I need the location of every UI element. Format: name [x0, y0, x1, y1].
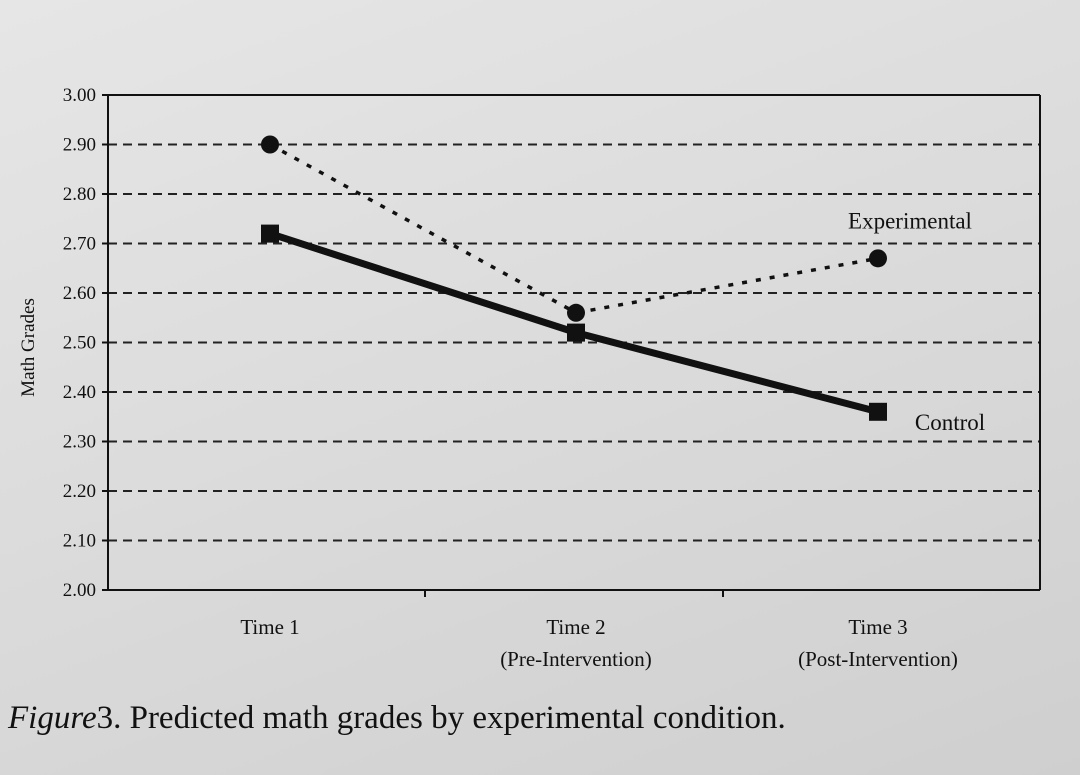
caption-figure-label: Figure [8, 700, 97, 736]
data-point-experimental [261, 135, 279, 154]
x-tick-label: Time 3 [848, 615, 907, 639]
x-tick-label: Time 2 [546, 615, 605, 639]
y-tick-label: 2.00 [63, 580, 96, 601]
data-point-control [567, 323, 585, 342]
data-point-experimental [567, 303, 585, 322]
x-tick-label: Time 1 [240, 615, 299, 639]
y-tick-label: 2.40 [63, 382, 96, 403]
y-tick-label: 2.80 [63, 184, 96, 205]
data-point-control [261, 224, 279, 243]
series-line-control [268, 230, 879, 416]
y-axis-title: Math Grades [18, 298, 39, 397]
y-tick-label: 2.20 [63, 481, 96, 502]
caption-figure-number: 3. [96, 700, 122, 736]
caption-text: Predicted math grades by experimental co… [129, 700, 786, 736]
grid-layer [108, 143, 1040, 542]
y-tick-label: 2.10 [63, 531, 96, 552]
line-chart: 3.00 2.90 2.80 2.70 2.60 2.50 2.40 2.30 2.20 2.10… [18, 85, 1041, 671]
y-tick-label: 2.50 [63, 333, 96, 354]
y-tick-label: 2.60 [63, 283, 96, 304]
series-label-experimental: Experimental [848, 208, 972, 233]
chart: 3.00 2.90 2.80 2.70 2.60 2.50 2.40 2.30 2.20 2.10… [18, 85, 1041, 671]
series-layer [261, 135, 887, 421]
label-layer: Experimental Control [848, 208, 985, 434]
axis-layer: 3.00 2.90 2.80 2.70 2.60 2.50 2.40 2.30 2.20 2.10… [18, 85, 1041, 671]
series-line-experimental [269, 142, 879, 315]
y-tick-label: 2.30 [63, 432, 96, 453]
y-tick-label: 3.00 [63, 85, 96, 106]
series-label-control: Control [915, 410, 985, 435]
x-tick-sublabel: (Pre-Intervention) [500, 647, 652, 671]
y-tick-label: 2.70 [63, 234, 96, 255]
data-point-experimental [869, 249, 887, 268]
y-tick-label: 2.90 [63, 135, 96, 156]
x-tick-sublabel: (Post-Intervention) [798, 647, 958, 671]
data-point-control [869, 402, 887, 421]
figure-caption: Figure3. Predicted math grades by experi… [8, 700, 786, 750]
